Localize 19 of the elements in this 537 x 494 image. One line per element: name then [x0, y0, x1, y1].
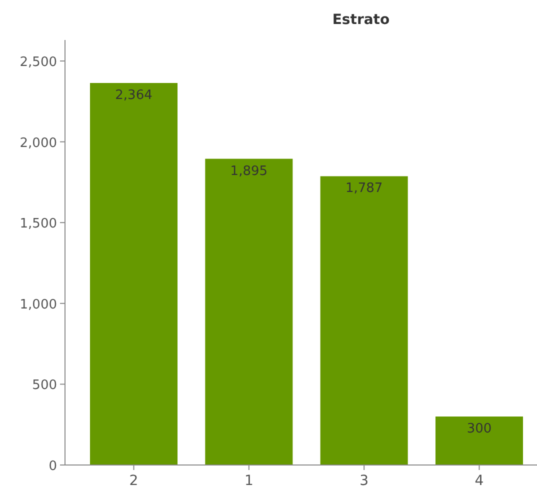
y-tick-label: 1,500 — [20, 216, 57, 232]
x-tick-label: 4 — [474, 473, 484, 489]
y-tick-label: 2,500 — [20, 55, 57, 70]
bar — [320, 176, 408, 465]
bar — [205, 158, 293, 465]
x-tick-label: 3 — [360, 473, 369, 489]
data-label: 2,364 — [115, 88, 152, 103]
x-tick-label: 1 — [244, 473, 254, 489]
y-tick-label: 2,000 — [20, 136, 57, 151]
y-tick-label: 500 — [32, 378, 57, 394]
data-label: 1,895 — [230, 164, 268, 179]
chart-title: Estrato — [332, 12, 390, 28]
data-label: 1,787 — [345, 181, 383, 196]
x-tick-label: 2 — [129, 473, 138, 489]
y-tick-label: 0 — [48, 459, 57, 474]
data-label: 300 — [466, 422, 492, 437]
y-tick-label: 1,000 — [20, 297, 57, 312]
bar — [435, 416, 523, 465]
bar — [90, 82, 178, 465]
